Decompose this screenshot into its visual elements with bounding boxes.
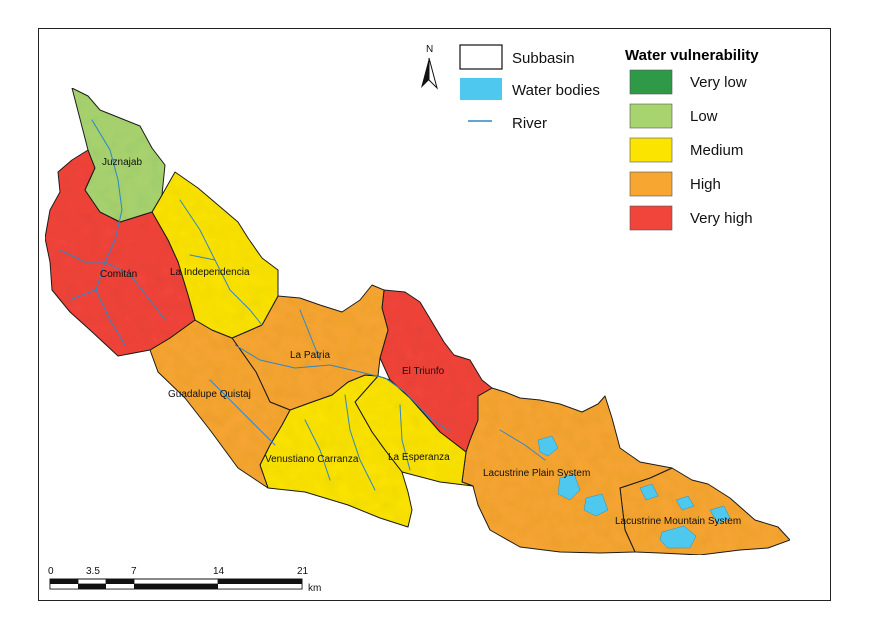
river-line [179, 199, 263, 326]
river-line [344, 394, 376, 491]
subbasin-swatch-icon [459, 44, 503, 70]
river-line [299, 309, 321, 361]
legend-water-bodies-label: Water bodies [512, 82, 600, 99]
scale-segment [218, 584, 302, 589]
legend-swatch-high [629, 171, 673, 197]
legend-label-high: High [690, 176, 721, 193]
subbasin-la-patria [231, 284, 389, 411]
river-line [59, 249, 166, 321]
scale-tick-label: 0 [48, 566, 54, 577]
river-line [69, 289, 96, 301]
water-body-lake [583, 493, 609, 517]
scale-segment [106, 579, 134, 584]
label-lacustrine-mountain: Lacustrine Mountain System [615, 516, 741, 527]
label-guadalupe-quistaj: Guadalupe Quistaj [168, 389, 251, 400]
river-line [499, 429, 546, 461]
north-arrow-icon [421, 58, 429, 88]
scale-tick-label: 21 [297, 566, 309, 577]
scale-segment [106, 584, 134, 589]
scale-segment [218, 579, 302, 584]
river-line [209, 379, 276, 446]
scale-segment [78, 584, 106, 589]
river-line [399, 404, 411, 471]
label-venustiano-carranza: Venustiano Carranza [265, 454, 359, 465]
scale-segment [50, 584, 78, 589]
scale-segment [50, 579, 78, 584]
legend-title: Water vulnerability [625, 47, 759, 64]
label-la-independencia: La Independencia [170, 267, 250, 278]
legend-label-medium: Medium [690, 142, 743, 159]
river-line [91, 119, 126, 346]
water-body-lake [675, 495, 695, 511]
water-body-lake [557, 473, 581, 501]
legend-symbols: Subbasin Water bodies River [459, 44, 600, 132]
label-lacustrine-plain: Lacustrine Plain System [483, 468, 590, 479]
scale-segment [134, 584, 218, 589]
north-arrow-icon-right [428, 57, 438, 90]
scale-tick-label: 3.5 [86, 566, 100, 577]
legend-swatch-low [629, 103, 673, 129]
scale-segment [77, 578, 107, 585]
subbasin-juznajab [71, 87, 166, 223]
label-juznajab: Juznajab [102, 157, 142, 168]
subbasin-lacustrine-mountain [619, 467, 791, 556]
legend-river-label: River [512, 115, 547, 132]
legend-swatch-very-high [629, 205, 673, 231]
legend-label-very-low: Very low [690, 74, 747, 91]
water-body-lake [659, 525, 697, 549]
legend-label-very-high: Very high [690, 210, 753, 227]
river-line [304, 419, 331, 481]
water-bodies-swatch-icon [460, 78, 502, 100]
vulnerability-legend: Water vulnerability Very low Low Medium Hig… [625, 47, 759, 231]
legend-label-low: Low [690, 108, 718, 125]
water-body-lake [709, 505, 731, 525]
scale-unit: km [308, 583, 321, 594]
scale-tick-label: 14 [213, 566, 225, 577]
legend-subbasin-label: Subbasin [512, 50, 575, 67]
river-line [234, 344, 451, 433]
legend-swatch-medium [629, 137, 673, 163]
label-el-triunfo: El Triunfo [402, 366, 445, 377]
north-arrow-label: N [426, 44, 433, 55]
subbasin-el-triunfo [379, 289, 493, 453]
label-la-esperanza: La Esperanza [388, 452, 450, 463]
scale-tick-label: 7 [131, 566, 137, 577]
river-line [189, 254, 216, 261]
water-body-lake [639, 483, 659, 501]
legend-swatch-very-low [629, 69, 673, 95]
scale-segment [133, 578, 219, 585]
scale-outline [49, 578, 303, 590]
scale-bar: 0 3.5 7 14 21 km [48, 566, 321, 594]
water-body-lake [537, 435, 559, 457]
label-la-patria: La Patria [290, 350, 330, 361]
north-arrow: N [421, 44, 438, 90]
label-comitan: Comitán [100, 269, 137, 280]
